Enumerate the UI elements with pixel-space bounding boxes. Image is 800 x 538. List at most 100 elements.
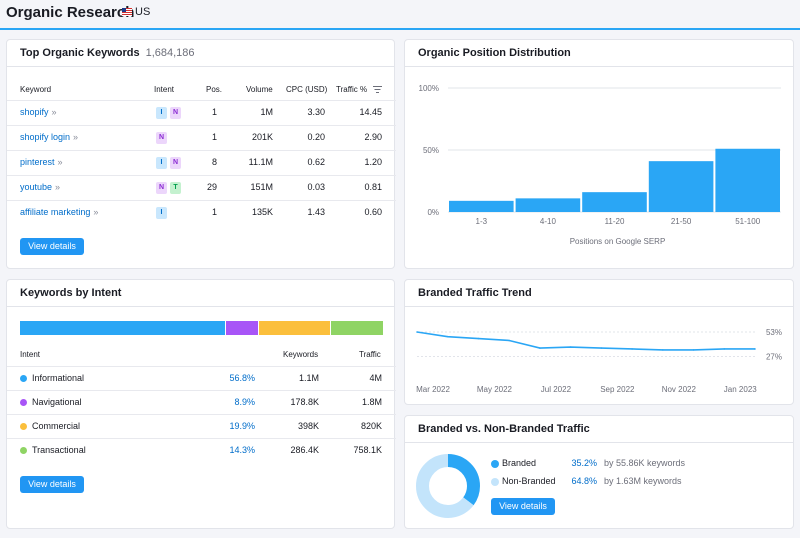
database-selector[interactable]: US <box>135 6 151 18</box>
intent-pct[interactable]: 19.9% <box>229 421 255 431</box>
chevron-right-icon[interactable]: » <box>57 157 63 167</box>
col-pos[interactable]: Pos. <box>206 85 223 94</box>
branded-trend-title: Branded Traffic Trend <box>418 287 532 299</box>
chevron-right-icon[interactable]: » <box>55 182 61 192</box>
volume-value: 135K <box>251 207 273 217</box>
intent-traffic: 758.1K <box>353 445 382 455</box>
intent-keywords: 178.8K <box>290 397 319 407</box>
intent-stacked-bar <box>20 321 384 335</box>
keyword-link[interactable]: shopify» <box>20 107 57 117</box>
y-tick-label: 53% <box>766 328 782 337</box>
branded-vs-title: Branded vs. Non-Branded Traffic <box>418 423 590 435</box>
branded-dot <box>491 460 499 468</box>
intent-traffic: 1.8M <box>361 397 382 407</box>
position-distribution-card: Organic Position Distribution 100% 50% 0% 1… <box>404 39 794 269</box>
volume-value: 1M <box>260 107 273 117</box>
keyword-row[interactable]: shopify» I N 1 1M 3.30 14.45 <box>7 100 396 125</box>
distribution-bar[interactable] <box>715 148 780 212</box>
branded-vs-card: Branded vs. Non-Branded Traffic Branded … <box>404 415 794 529</box>
x-tick-label: 4-10 <box>540 217 557 226</box>
volume-value: 151M <box>250 182 273 192</box>
col-cpc[interactable]: CPC (USD) <box>286 85 328 94</box>
intent-view-details-button[interactable]: View details <box>20 476 84 493</box>
col-intent-keywords: Keywords <box>283 350 319 359</box>
cpc-value: 1.43 <box>307 207 325 217</box>
intent-pct[interactable]: 8.9% <box>234 397 255 407</box>
distribution-bar[interactable] <box>449 200 514 212</box>
trend-point <box>477 337 480 340</box>
x-tick-label: 21-50 <box>671 217 692 226</box>
page-title: Organic Research <box>6 4 135 21</box>
keyword-link[interactable]: affiliate marketing» <box>20 207 99 217</box>
keyword-link[interactable]: pinterest» <box>20 157 63 167</box>
trend-point <box>539 347 541 349</box>
intent-traffic: 4M <box>369 373 382 383</box>
position-value: 8 <box>211 157 217 167</box>
y-tick-label: 27% <box>766 353 782 362</box>
intent-badge: N <box>156 182 167 194</box>
keyword-link[interactable]: shopify login» <box>20 132 79 142</box>
intent-row: Commercial 19.9% 398K 820K <box>7 414 396 438</box>
branded-view-details-button[interactable]: View details <box>491 498 555 515</box>
x-tick-label: 11-20 <box>605 217 625 226</box>
keywords-count: 1,684,186 <box>145 47 195 59</box>
top-keywords-card: Top Organic Keywords 1,684,186 Keyword In… <box>6 39 396 269</box>
col-intent[interactable]: Intent <box>154 85 175 94</box>
intent-badge: N <box>156 132 167 144</box>
distribution-bar[interactable] <box>515 198 581 212</box>
intent-segment[interactable] <box>225 321 258 335</box>
x-tick-label: 1-3 <box>476 217 488 226</box>
y-tick-label: 0% <box>427 208 439 217</box>
intent-dot <box>20 447 27 454</box>
keyword-row[interactable]: pinterest» I N 8 11.1M 0.62 1.20 <box>7 150 396 175</box>
keyword-row[interactable]: youtube» N T 29 151M 0.03 0.81 <box>7 175 396 200</box>
donut-slice[interactable] <box>416 454 480 518</box>
col-volume[interactable]: Volume <box>246 85 273 94</box>
intent-segment[interactable] <box>20 321 225 335</box>
col-keyword[interactable]: Keyword <box>20 85 52 94</box>
intent-dot <box>20 399 27 406</box>
intent-badge: I <box>156 207 167 219</box>
chevron-right-icon[interactable]: » <box>93 207 99 217</box>
intent-segment[interactable] <box>331 321 384 335</box>
intent-badge: N <box>170 157 181 169</box>
cpc-value: 3.30 <box>307 107 325 117</box>
intent-row: Informational 56.8% 1.1M 4M <box>7 366 396 390</box>
intent-label: Navigational <box>32 397 82 407</box>
position-value: 1 <box>211 107 217 117</box>
chevron-right-icon[interactable]: » <box>51 107 57 117</box>
us-flag-icon <box>122 8 132 16</box>
page-header: Organic Research US <box>0 0 800 30</box>
keyword-link[interactable]: youtube» <box>20 182 61 192</box>
intent-pct[interactable]: 14.3% <box>229 445 255 455</box>
sort-icon[interactable] <box>373 86 383 94</box>
chevron-right-icon[interactable]: » <box>73 132 79 142</box>
intent-dot <box>20 423 27 430</box>
volume-value: 201K <box>251 132 273 142</box>
branded-keywords: by 55.86K keywords <box>604 458 686 468</box>
intent-keywords: 1.1M <box>298 373 319 383</box>
non-branded-pct[interactable]: 64.8% <box>571 476 597 486</box>
intent-row: Navigational 8.9% 178.8K 1.8M <box>7 390 396 414</box>
col-intent-traffic: Traffic <box>359 350 381 359</box>
intent-traffic: 820K <box>360 421 382 431</box>
trend-point <box>569 346 572 348</box>
intent-label: Informational <box>32 373 85 383</box>
branded-pct[interactable]: 35.2% <box>571 458 597 468</box>
distribution-bar[interactable] <box>648 161 714 212</box>
intent-segment[interactable] <box>258 321 331 335</box>
intent-pct[interactable]: 56.8% <box>229 373 255 383</box>
keyword-row[interactable]: shopify login» N 1 201K 0.20 2.90 <box>7 125 396 150</box>
position-value: 29 <box>206 182 217 192</box>
distribution-bar[interactable] <box>582 192 647 212</box>
intent-label: Commercial <box>32 421 81 431</box>
trend-point <box>508 339 510 342</box>
keyword-row[interactable]: affiliate marketing» I 1 135K 1.43 0.60 <box>7 200 396 225</box>
intent-badge: N <box>170 107 181 119</box>
branded-trend-card: Branded Traffic Trend 53% 27% Mar 2022 May … <box>404 279 794 405</box>
traffic-value: 14.45 <box>359 107 382 117</box>
view-details-button[interactable]: View details <box>20 238 84 255</box>
col-traffic[interactable]: Traffic % <box>336 85 383 94</box>
non-branded-label: Non-Branded <box>502 476 556 486</box>
trend-point <box>416 331 418 333</box>
